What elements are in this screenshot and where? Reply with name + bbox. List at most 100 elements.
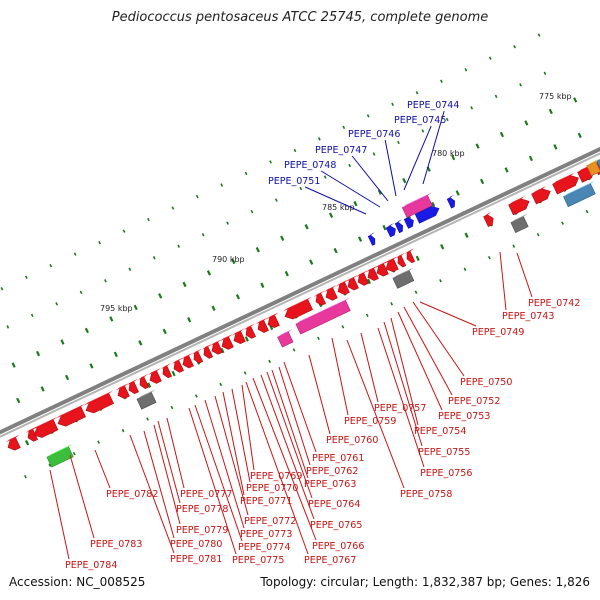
gene-feature-shade — [115, 383, 129, 391]
highlighted-gene — [446, 197, 456, 209]
scale-tick — [72, 451, 76, 456]
gene-leader-line — [377, 327, 425, 468]
gene-feature — [203, 346, 214, 359]
gene-leader-line — [245, 381, 309, 555]
gene-feature — [385, 258, 399, 273]
scale-tick — [255, 247, 260, 253]
gene-feature-shade — [136, 389, 156, 400]
gene-feature — [136, 392, 157, 410]
gene-leader-line — [308, 354, 331, 435]
scale-tick — [342, 125, 346, 130]
scale-tick — [323, 175, 327, 179]
scale-tick — [488, 56, 492, 60]
gene-label: PEPE_0743 — [502, 311, 554, 322]
gene-feature-shade — [231, 328, 245, 336]
scale-tick — [260, 282, 265, 288]
scale-tick — [463, 267, 467, 271]
scale-tick — [536, 232, 540, 237]
gene-label: PEPE_0783 — [90, 539, 142, 550]
scale-tick — [292, 348, 296, 352]
gene-feature-shade — [209, 339, 222, 347]
scale-tick — [146, 417, 149, 421]
scale-tick — [16, 397, 21, 404]
gene-feature — [406, 251, 416, 264]
scale-tick — [97, 440, 101, 444]
gene-feature-shade — [5, 434, 20, 443]
scale-label: 775 kbp — [539, 92, 572, 101]
gene-leader-line — [331, 337, 349, 416]
scale-tick — [128, 267, 132, 271]
gene-feature-shade — [395, 252, 406, 259]
scale-tick — [6, 325, 10, 329]
gene-leader-line — [384, 139, 397, 197]
scale-label: 780 kbp — [432, 149, 465, 158]
gene-feature-shade — [46, 443, 73, 458]
gene-feature-shade — [345, 275, 358, 282]
highlighted-gene-label: PEPE_0751 — [268, 176, 320, 187]
gene-leader-line — [516, 252, 533, 298]
gene-feature-shade — [243, 323, 255, 330]
scale-label: 790 kbp — [212, 255, 245, 264]
gene-feature — [397, 255, 407, 268]
scale-tick — [244, 336, 249, 342]
gene-label: PEPE_0770 — [246, 483, 298, 494]
scale-tick — [211, 305, 216, 311]
gene-leader-line — [278, 366, 311, 466]
scale-tick — [353, 200, 358, 207]
gene-label: PEPE_0767 — [304, 555, 356, 566]
gene-leader-line — [204, 399, 245, 529]
genome-summary: Topology: circular; Length: 1,832,387 bp… — [260, 575, 590, 589]
scale-tick — [152, 256, 156, 260]
scale-tick — [317, 137, 321, 141]
scale-tick — [24, 275, 28, 279]
scale-tick — [274, 198, 278, 202]
gene-feature-shade — [160, 363, 171, 370]
gene-label: PEPE_0756 — [420, 468, 472, 479]
scale-tick — [30, 313, 34, 318]
gene-feature-shade — [483, 211, 492, 217]
scale-tick — [24, 475, 27, 479]
gene-leader-line — [252, 377, 317, 541]
scale-tick — [231, 258, 236, 265]
scale-tick — [280, 235, 285, 241]
gene-feature — [7, 437, 21, 451]
scale-tick — [0, 287, 4, 291]
scale-tick — [244, 171, 248, 176]
gene-label: PEPE_0781 — [170, 554, 222, 565]
scale-tick — [543, 71, 547, 76]
scale-tick — [55, 302, 59, 306]
scale-tick — [104, 279, 107, 283]
highlighted-gene-label: PEPE_0748 — [284, 160, 336, 171]
gene-feature-shade — [83, 390, 113, 406]
gene-label: PEPE_0762 — [306, 466, 358, 477]
gene-leader-line — [129, 434, 175, 554]
map-title: Pediococcus pentosaceus ATCC 25745, comp… — [111, 10, 489, 25]
scale-tick — [147, 217, 150, 222]
scale-tick — [177, 244, 181, 248]
gene-label: PEPE_0754 — [414, 426, 466, 437]
scale-tick — [397, 140, 400, 145]
scale-tick — [133, 304, 138, 311]
scale-tick — [60, 339, 65, 345]
gene-leader-line — [241, 384, 255, 471]
gene-leader-line — [69, 454, 95, 539]
scale-tick — [187, 317, 192, 323]
gene-label: PEPE_0766 — [312, 541, 364, 552]
scale-tick — [366, 114, 370, 118]
highlighted-gene — [367, 234, 376, 246]
gene-feature-shade — [191, 348, 202, 355]
gene-feature — [367, 268, 379, 281]
scale-tick — [269, 160, 272, 164]
gene-feature-shade — [147, 368, 161, 376]
gene-feature-shade — [510, 213, 528, 223]
gene-label: PEPE_0778 — [176, 504, 228, 515]
scale-tick — [366, 278, 371, 285]
scale-tick — [464, 232, 469, 238]
gene-leader-line — [266, 371, 313, 499]
scale-tick — [182, 281, 187, 288]
scale-tick — [113, 351, 118, 358]
gene-feature — [483, 214, 494, 227]
gene-feature — [128, 381, 139, 395]
gene-label: PEPE_0760 — [326, 435, 378, 446]
